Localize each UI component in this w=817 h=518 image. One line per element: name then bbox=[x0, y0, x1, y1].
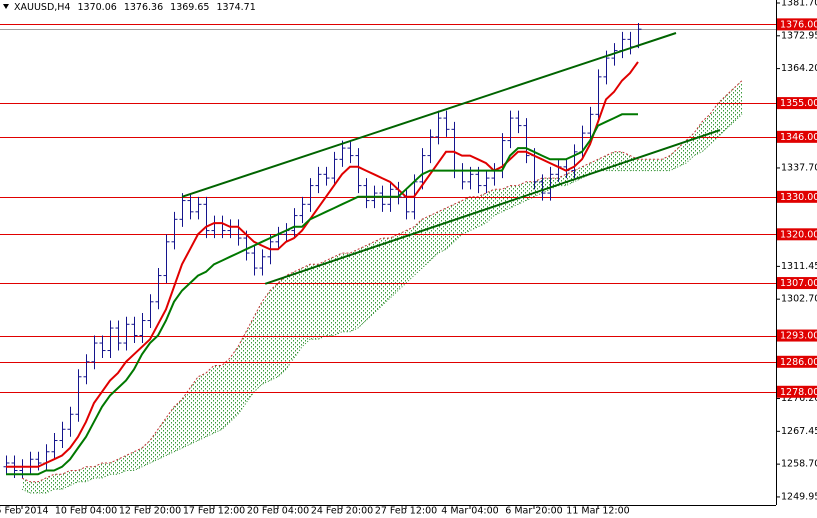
level-tag bbox=[777, 228, 817, 241]
level-label: 1307.00 bbox=[780, 278, 817, 289]
y-tick-label: 1337.70 bbox=[781, 162, 817, 173]
indicator-line bbox=[6, 61, 639, 468]
level-tag bbox=[777, 355, 817, 368]
y-tick-label: 1364.20 bbox=[781, 63, 817, 74]
symbol: XAUUSD,H4 bbox=[14, 2, 70, 13]
cloud-upper bbox=[21, 80, 743, 483]
level-label: 1376.00 bbox=[780, 19, 817, 30]
level-label: 1293.00 bbox=[780, 331, 817, 342]
y-tick-label: 1267.45 bbox=[781, 426, 817, 437]
header-open: 1370.06 bbox=[78, 2, 117, 13]
x-tick-label: 24 Feb 20:00 bbox=[311, 506, 373, 517]
y-tick-label: 1276.20 bbox=[781, 393, 817, 404]
x-tick-label: 4 Mar 04:00 bbox=[441, 506, 498, 517]
level-label: 1330.00 bbox=[780, 192, 817, 203]
trend-line bbox=[181, 32, 677, 198]
level-tag bbox=[777, 190, 817, 203]
x-tick-label: 10 Feb 04:00 bbox=[55, 506, 117, 517]
menu-arrow[interactable] bbox=[3, 4, 9, 9]
x-tick-label: 20 Feb 04:00 bbox=[247, 506, 309, 517]
trend-line bbox=[264, 129, 721, 285]
cloud-lower bbox=[21, 113, 743, 494]
chart-header: XAUUSD,H4 1370.06 1376.36 1369.65 1374.7… bbox=[3, 2, 256, 13]
y-tick-label: 1381.70 bbox=[781, 0, 817, 8]
y-tick-label: 1258.70 bbox=[781, 459, 817, 470]
x-tick-label: 17 Feb 12:00 bbox=[183, 506, 245, 517]
x-tick-label: 12 Feb 20:00 bbox=[119, 506, 181, 517]
indicator-line bbox=[6, 113, 638, 476]
level-label: 1355.00 bbox=[780, 98, 817, 109]
header-low: 1369.65 bbox=[170, 2, 209, 13]
header-high: 1376.36 bbox=[124, 2, 163, 13]
x-tick-label: 11 Mar 12:00 bbox=[566, 506, 629, 517]
level-label: 1278.00 bbox=[780, 387, 817, 398]
y-tick-label: 1372.95 bbox=[781, 30, 817, 41]
y-tick-label: 1249.95 bbox=[781, 491, 817, 502]
y-tick-label: 1311.45 bbox=[781, 261, 817, 272]
level-tag bbox=[777, 130, 817, 143]
header-close: 1374.71 bbox=[216, 2, 255, 13]
x-tick-label: 27 Feb 12:00 bbox=[375, 506, 437, 517]
level-label: 1320.00 bbox=[780, 229, 817, 240]
level-tag bbox=[777, 329, 817, 342]
level-label: 1286.00 bbox=[780, 357, 817, 368]
level-tag bbox=[777, 277, 817, 290]
x-tick-label: 6 Mar 20:00 bbox=[505, 506, 562, 517]
level-tag bbox=[777, 97, 817, 110]
y-tick-label: 1302.70 bbox=[781, 294, 817, 305]
level-tag bbox=[777, 385, 817, 398]
level-label: 1346.00 bbox=[780, 132, 817, 143]
level-tag bbox=[777, 18, 817, 31]
chart-symbol: XAUUSD,H4 1370.06 1376.36 1369.65 1374.7… bbox=[14, 2, 256, 13]
x-tick-label: 5 Feb 2014 bbox=[0, 506, 49, 517]
